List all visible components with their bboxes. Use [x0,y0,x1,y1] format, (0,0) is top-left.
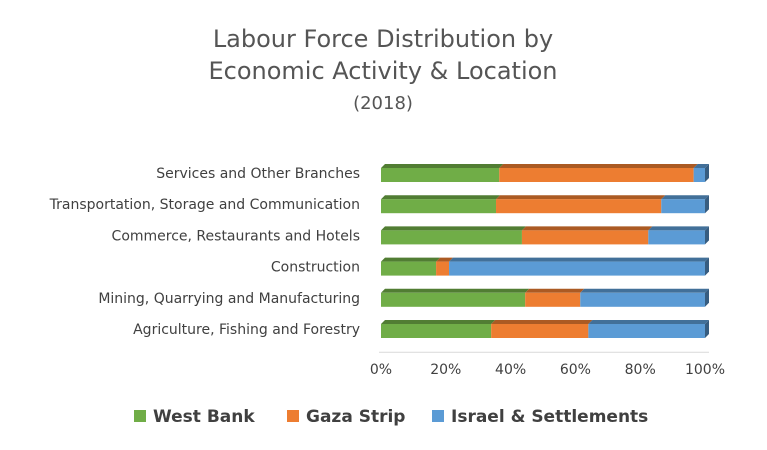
bar-segment [381,226,526,245]
bar-segment [693,164,709,182]
bar-segment [499,164,698,182]
bar-segment [521,226,653,245]
bar-segment [449,257,709,276]
legend-label: Gaza Strip [306,407,405,427]
bar-segment [436,257,454,276]
x-tick-label: 0% [370,362,392,378]
bar-segment [648,226,709,245]
category-label: Services and Other Branches [156,166,360,182]
bar-segment [381,164,504,182]
bar-segment [381,195,501,214]
legend-item: Israel & Settlements [432,407,648,427]
category-label: Agriculture, Fishing and Forestry [133,322,360,338]
chart-subtitle: (2018) [353,93,413,114]
bar-segment [496,195,666,214]
legend-swatch [287,410,299,422]
legend-swatch [432,410,444,422]
x-tick-label: 80% [625,362,656,378]
legend-label: West Bank [153,407,255,427]
bar-segment [525,288,585,307]
legend-label: Israel & Settlements [451,407,648,427]
bar-segment [588,320,709,338]
bar-segment [491,320,593,338]
x-tick-label: 20% [430,362,461,378]
category-label: Commerce, Restaurants and Hotels [112,228,360,244]
category-label: Transportation, Storage and Communicatio… [49,197,360,213]
legend-item: West Bank [134,407,255,427]
bar-segment [381,288,530,307]
legend-swatch [134,410,146,422]
plot-area: Services and Other Branches Transportatio… [49,164,725,378]
bar-segment [580,288,709,307]
chart-title-line-2: Economic Activity & Location [208,57,557,85]
chart-title: Labour Force Distribution by Economic Ac… [208,25,557,114]
category-label: Construction [271,260,360,276]
bar-segment [381,320,496,338]
legend-item: Gaza Strip [287,407,405,427]
bar-segment [381,257,441,276]
bar-segment [661,195,709,214]
legend: West Bank Gaza Strip Israel & Settlements [134,407,648,427]
chart-title-line-1: Labour Force Distribution by [213,25,553,53]
x-tick-label: 100% [685,362,725,378]
x-tick-label: 60% [560,362,591,378]
category-label: Mining, Quarrying and Manufacturing [98,291,360,307]
x-tick-label: 40% [495,362,526,378]
